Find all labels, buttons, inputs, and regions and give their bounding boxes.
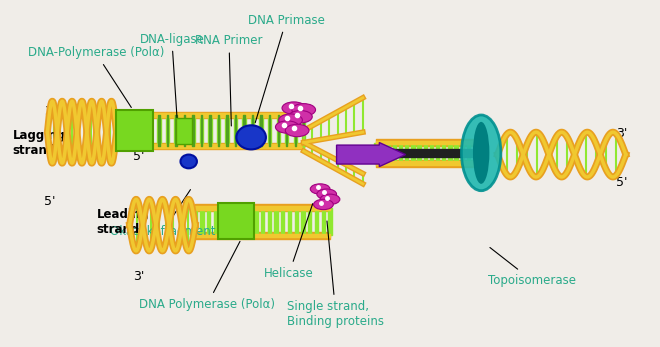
Text: RNA Primer: RNA Primer [195, 34, 263, 126]
Text: 3': 3' [133, 270, 144, 283]
Text: 5': 5' [133, 150, 145, 163]
Text: Okazaki fragment: Okazaki fragment [110, 189, 215, 238]
Circle shape [282, 102, 306, 114]
Text: Lagging
strand: Lagging strand [13, 128, 65, 156]
Text: DNA Primase: DNA Primase [248, 14, 325, 122]
Text: DNA-Polymerase (Polα): DNA-Polymerase (Polα) [28, 46, 164, 108]
FancyBboxPatch shape [116, 110, 152, 151]
FancyArrow shape [337, 143, 406, 167]
Circle shape [310, 184, 330, 194]
Circle shape [279, 114, 302, 126]
Circle shape [275, 121, 299, 133]
Ellipse shape [236, 125, 266, 150]
Circle shape [317, 189, 337, 199]
Text: 3': 3' [44, 105, 55, 118]
Circle shape [314, 199, 333, 210]
Ellipse shape [461, 115, 501, 191]
Circle shape [320, 194, 340, 204]
Ellipse shape [473, 122, 489, 184]
Text: 3': 3' [616, 127, 627, 141]
Text: Single strand,
Binding proteins: Single strand, Binding proteins [287, 221, 384, 328]
Text: DNA-ligase: DNA-ligase [139, 33, 205, 122]
Text: Topoisomerase: Topoisomerase [488, 247, 576, 287]
Circle shape [292, 104, 315, 116]
Circle shape [285, 124, 309, 137]
Text: 5': 5' [44, 195, 55, 208]
FancyBboxPatch shape [218, 203, 254, 239]
Text: 5': 5' [616, 176, 628, 189]
Text: Helicase: Helicase [264, 204, 314, 280]
Text: DNA Polymerase (Polα): DNA Polymerase (Polα) [139, 242, 275, 311]
Text: Leading
strand: Leading strand [96, 208, 149, 236]
FancyBboxPatch shape [176, 118, 192, 144]
Ellipse shape [180, 154, 197, 168]
Circle shape [288, 110, 312, 123]
